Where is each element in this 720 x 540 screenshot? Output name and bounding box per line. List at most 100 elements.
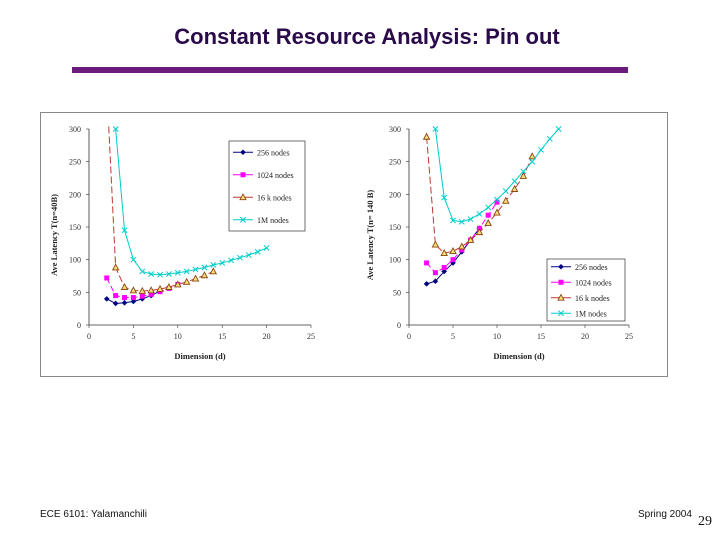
point-256-nodes — [441, 268, 447, 275]
legend-label-16-k-nodes: 16 k nodes — [257, 193, 292, 202]
x-tick-label: 20 — [263, 332, 271, 341]
x-tick-label: 15 — [218, 332, 226, 341]
point-16-k-nodes — [209, 267, 218, 275]
point-1m-nodes — [228, 257, 235, 264]
point-16-k-nodes — [466, 235, 475, 243]
point-1m-nodes — [511, 178, 518, 185]
slide-title: Constant Resource Analysis: Pin out — [174, 24, 560, 49]
point-16-k-nodes — [484, 218, 492, 226]
point-1m-nodes — [485, 204, 492, 211]
x-tick-label: 0 — [407, 332, 411, 341]
y-tick-label: 150 — [69, 223, 81, 232]
x-tick-label: 15 — [537, 332, 545, 341]
x-tick-label: 20 — [581, 332, 589, 341]
point-1m-nodes — [494, 196, 500, 203]
y-tick-label: 0 — [77, 321, 81, 330]
point-1m-nodes — [245, 252, 252, 259]
x-tick-label: 10 — [174, 332, 182, 341]
point-16-k-nodes — [138, 286, 147, 294]
point-1m-nodes — [174, 269, 181, 276]
point-1m-nodes — [192, 266, 199, 273]
point-16-k-nodes — [165, 282, 173, 290]
legend-marker-1m-nodes — [240, 216, 246, 223]
point-1m-nodes — [121, 227, 128, 234]
point-1m-nodes — [130, 256, 137, 263]
point-16-k-nodes — [449, 247, 457, 255]
point-1024-nodes — [139, 293, 145, 299]
point-16-k-nodes — [174, 280, 182, 288]
y-tick-label: 300 — [69, 125, 81, 134]
point-256-nodes — [139, 296, 146, 302]
point-1m-nodes — [476, 210, 483, 217]
point-1m-nodes — [467, 216, 474, 223]
legend-box — [228, 140, 306, 232]
y-tick-label: 200 — [389, 190, 401, 199]
y-tick-label: 250 — [389, 158, 401, 167]
page-number: 29 — [698, 514, 712, 529]
legend-label-256-nodes: 256 nodes — [575, 263, 608, 272]
x-tick-label: 0 — [87, 332, 91, 341]
x-tick-label: 25 — [625, 332, 633, 341]
point-1024-nodes — [450, 257, 456, 263]
x-tick-label: 10 — [493, 332, 501, 341]
y-tick-label: 0 — [397, 321, 401, 330]
point-1m-nodes — [529, 158, 536, 165]
point-1024-nodes — [432, 270, 438, 276]
legend-label-256-nodes: 256 nodes — [257, 148, 290, 157]
chart-panel: 0 50 100 150 200 250 300 0 5 10 15 20 25 Dimension (d… — [40, 112, 668, 377]
point-1024-nodes — [104, 275, 110, 281]
point-1m-nodes — [183, 268, 190, 275]
point-16-k-nodes — [475, 228, 484, 236]
latency-chart-right: 0 50 100 150 200 250 300 0 5 10 15 20 25 Dimension (d… — [365, 125, 633, 361]
y-tick-label: 100 — [69, 256, 81, 265]
x-tick-label: 5 — [131, 332, 135, 341]
x-tick-label: 25 — [307, 332, 315, 341]
y-tick-label: 300 — [389, 125, 401, 134]
point-1024-nodes — [122, 295, 128, 301]
point-1m-nodes — [210, 261, 217, 268]
point-1m-nodes — [112, 126, 119, 132]
point-16-k-nodes — [528, 152, 536, 160]
point-16-k-nodes — [129, 286, 138, 294]
y-tick-label: 50 — [73, 288, 81, 297]
point-1024-nodes — [113, 293, 119, 299]
point-1m-nodes — [237, 254, 243, 261]
point-1024-nodes — [485, 212, 491, 218]
point-1m-nodes — [201, 264, 208, 271]
plot-area — [422, 126, 562, 287]
point-1m-nodes — [219, 259, 226, 266]
point-1m-nodes — [520, 168, 527, 175]
legend-box — [546, 258, 626, 322]
point-1m-nodes — [502, 188, 509, 195]
y-tick-label: 250 — [69, 158, 81, 167]
point-16-k-nodes — [458, 242, 466, 250]
point-1024-nodes — [130, 295, 136, 301]
point-1024-nodes — [424, 260, 430, 266]
series-line-16-k-nodes — [426, 136, 533, 254]
y-axis-label: Ave Latency T(n=40B) — [49, 194, 59, 276]
point-1m-nodes — [254, 248, 261, 255]
y-tick-label: 200 — [69, 190, 81, 199]
legend-label-1024-nodes: 1024 nodes — [257, 171, 294, 180]
legend-label-1m-nodes: 1M nodes — [257, 216, 289, 225]
point-1024-nodes — [148, 291, 154, 297]
y-tick-label: 100 — [389, 256, 401, 265]
series-line-1m-nodes — [434, 128, 559, 223]
point-16-k-nodes — [510, 184, 519, 192]
legend-label-1m-nodes: 1M nodes — [575, 309, 607, 318]
point-16-k-nodes — [200, 271, 209, 279]
legend-label-16-k-nodes: 16 k nodes — [575, 294, 610, 303]
latency-chart-left: 0 50 100 150 200 250 300 0 5 10 15 20 25 Dimension (d… — [49, 125, 315, 361]
point-1m-nodes — [538, 146, 544, 153]
point-1m-nodes — [165, 271, 172, 277]
point-1m-nodes — [546, 135, 553, 142]
x-tick-label: 5 — [451, 332, 455, 341]
point-16-k-nodes — [422, 132, 431, 140]
y-tick-label: 50 — [393, 288, 401, 297]
point-1024-nodes — [494, 199, 500, 205]
point-16-k-nodes — [182, 277, 191, 285]
point-1m-nodes — [157, 271, 163, 278]
point-16-k-nodes — [431, 240, 440, 248]
point-16-k-nodes — [493, 208, 501, 216]
plot-area — [103, 125, 270, 307]
